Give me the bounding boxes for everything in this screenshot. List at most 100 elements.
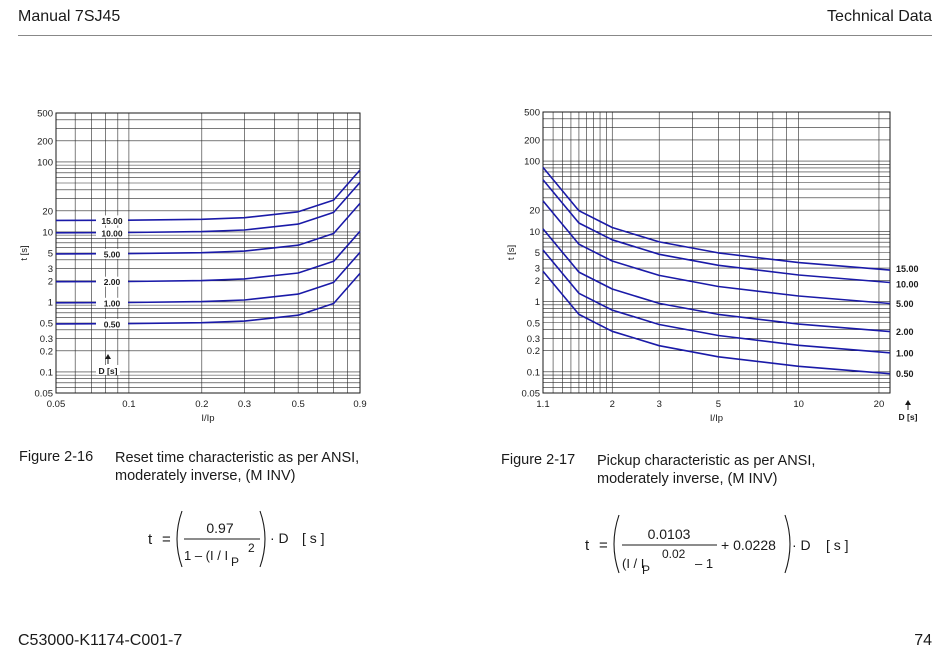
chart2-x-axis-label: I/Ip — [710, 413, 723, 424]
formula2-subscript: P — [642, 563, 650, 577]
formula2-minus-one: – 1 — [695, 556, 713, 571]
chart1-series-label-0.50: 0.50 — [104, 319, 121, 329]
chart2-y-tick-label: 0.1 — [527, 367, 540, 378]
chart1-param-arrowhead — [105, 354, 111, 359]
chart2-x-tick-label: 2 — [610, 399, 615, 410]
chart2-x-tick-label: 10 — [793, 399, 804, 410]
chart2-x-tick-label: 5 — [716, 399, 721, 410]
formula1-exponent: 2 — [248, 541, 255, 555]
chart2-series-label-2.00: 2.00 — [896, 327, 914, 337]
formula1-left-paren — [176, 510, 183, 568]
figure-2-17-caption-line1: Pickup characteristic as per ANSI, — [597, 453, 816, 469]
chart1-x-tick-label: 0.1 — [122, 399, 135, 410]
chart1-param-label: D [s] — [99, 366, 118, 376]
formula1-eq: = — [162, 531, 171, 548]
chart1-series-label-bg — [96, 227, 128, 238]
chart1-y-tick-label: 0.1 — [40, 367, 53, 378]
chart2-y-tick-label: 10 — [529, 227, 540, 238]
chart1-y-tick-label: 1 — [48, 297, 53, 308]
chart2-series-label-15.00: 15.00 — [896, 264, 919, 274]
chart1-y-tick-label: 2 — [48, 276, 53, 287]
chart1-y-tick-label: 0.5 — [40, 319, 53, 330]
formula2-unit: [ s ] — [826, 537, 849, 553]
chart2-y-tick-label: 2 — [535, 276, 540, 287]
chart1-y-tick-label: 10 — [42, 227, 53, 238]
chart2-series-label-1.00: 1.00 — [896, 348, 914, 358]
chart1-y-tick-label: 0.05 — [35, 389, 54, 400]
chart1-x-tick-label: 0.9 — [353, 399, 366, 410]
chart1-x-tick-label: 0.5 — [292, 399, 305, 410]
formula2-exponent: 0.02 — [662, 547, 686, 561]
chart1-param-label-bg — [96, 365, 120, 375]
formula1-tail: · D — [270, 530, 289, 546]
chart2-y-tick-label: 500 — [524, 108, 540, 119]
chart1-series-line-15.00 — [55, 169, 361, 222]
header-section-title: Technical Data — [827, 8, 932, 25]
figure-2-16-caption: Reset time characteristic as per ANSI, m… — [115, 449, 359, 485]
chart1-series-line-10.00 — [55, 181, 361, 234]
chart1-series-label-10.00: 10.00 — [101, 228, 123, 238]
chart1-series-label-bg — [96, 318, 128, 329]
formula1-subscript: P — [231, 555, 239, 569]
chart2-y-tick-label: 20 — [529, 206, 540, 217]
chart1-series-label-2.00: 2.00 — [104, 277, 121, 287]
chart2-x-tick-label: 20 — [874, 399, 885, 410]
chart2-series-label-10.00: 10.00 — [896, 280, 919, 290]
chart1-series-label-bg — [96, 248, 128, 259]
formula2-plus-term: + 0.0228 — [721, 537, 776, 553]
chart2-series-line-15.00 — [542, 166, 891, 271]
chart2-y-tick-label: 5 — [535, 248, 540, 259]
footer-page-number: 74 — [914, 632, 932, 649]
chart1-y-tick-label: 200 — [37, 136, 53, 147]
chart2-x-tick-label: 3 — [657, 399, 662, 410]
formula-pickup: t = 0.0103 (I / I P 0.02 – 1 + 0.0228 · … — [585, 514, 849, 577]
chart1-y-tick-label: 3 — [48, 264, 53, 275]
chart2-x-tick-label: 1.1 — [536, 399, 549, 410]
chart1-series-label-5.00: 5.00 — [104, 249, 121, 259]
figure-2-17-caption: Pickup characteristic as per ANSI, moder… — [597, 452, 815, 488]
chart2-param-arrowhead — [905, 400, 911, 405]
chart1-y-tick-label: 0.3 — [40, 334, 53, 345]
formula1-right-paren — [259, 510, 266, 568]
chart2-y-tick-label: 1 — [535, 297, 540, 308]
chart1-x-tick-label: 0.3 — [238, 399, 251, 410]
header-manual-title: Manual 7SJ45 — [18, 8, 121, 25]
chart2-y-axis-label: t [s] — [506, 245, 517, 260]
formula2-denominator: (I / I — [622, 556, 644, 571]
chart1-y-tick-label: 5 — [48, 249, 53, 260]
chart2-series-label-5.00: 5.00 — [896, 299, 914, 309]
figure-2-16-number: Figure 2-16 — [19, 449, 94, 465]
chart2-y-tick-label: 0.5 — [527, 318, 540, 329]
chart1-y-tick-label: 0.2 — [40, 346, 53, 357]
chart1-x-tick-label: 0.05 — [47, 399, 66, 410]
chart2-y-tick-label: 100 — [524, 157, 540, 168]
chart2-series-line-5.00 — [542, 200, 891, 305]
chart1-y-tick-label: 100 — [37, 157, 53, 168]
chart2-series-line-2.00 — [542, 228, 891, 333]
formula2-numerator: 0.0103 — [648, 526, 691, 542]
chart2-y-tick-label: 0.2 — [527, 346, 540, 357]
chart2-series-line-1.00 — [542, 249, 891, 354]
figure-2-17-caption-line2: moderately inverse, (M INV) — [597, 471, 778, 487]
formula2-tail: · D — [792, 537, 811, 553]
chart1-series-line-1.00 — [55, 251, 361, 304]
chart1-x-axis-label: I/Ip — [201, 413, 214, 424]
header-rule — [18, 35, 932, 36]
chart2-plot-frame — [542, 111, 891, 394]
chart1-y-tick-label: 20 — [42, 206, 53, 217]
chart1-y-tick-label: 500 — [37, 109, 53, 120]
formula-reset-time: t = 0.97 1 – (I / I P 2 · D [ s ] — [148, 510, 325, 569]
chart1-series-line-0.50 — [55, 272, 361, 325]
chart1-x-tick-label: 0.2 — [195, 399, 208, 410]
chart2-series-label-0.50: 0.50 — [896, 369, 914, 379]
figure-2-16-caption-line1: Reset time characteristic as per ANSI, — [115, 450, 360, 466]
footer-document-number: C53000-K1174-C001-7 — [18, 632, 183, 649]
chart1-series-label-1.00: 1.00 — [104, 298, 121, 308]
chart2-y-tick-label: 0.3 — [527, 334, 540, 345]
formula1-numerator: 0.97 — [206, 520, 233, 536]
figure-2-17-number: Figure 2-17 — [501, 452, 576, 468]
chart1-series-label-bg — [96, 215, 128, 226]
figure-2-16-caption-line2: moderately inverse, (M INV) — [115, 468, 296, 484]
chart2-series-line-0.50 — [542, 270, 891, 375]
